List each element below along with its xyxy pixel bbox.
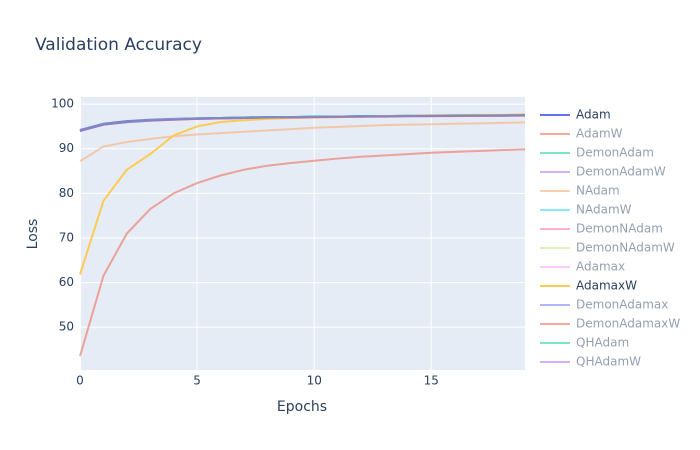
series-line [79, 148, 526, 357]
series-line [79, 121, 526, 163]
x-tick-label: 15 [424, 374, 439, 388]
legend: Adam AdamW DemonAdam DemonAdamW NAdam NAdamW D… [540, 108, 680, 369]
legend-item[interactable]: Adamax [540, 260, 625, 274]
y-tick-label: 50 [59, 320, 74, 334]
legend-label: QHAdam [576, 336, 629, 350]
plot-area [80, 97, 525, 370]
x-axis-label: Epochs [277, 399, 327, 415]
legend-label: DemonAdamax [576, 298, 668, 312]
legend-label: DemonNAdamW [576, 241, 675, 255]
legend-label: QHAdamW [576, 355, 641, 369]
legend-label: AdamaxW [576, 279, 637, 293]
legend-item[interactable]: NAdam [540, 184, 620, 198]
legend-label: NAdam [576, 184, 620, 198]
legend-item[interactable]: NAdamW [540, 203, 632, 217]
x-tick-label: 10 [307, 374, 322, 388]
legend-label: DemonAdamaxW [576, 317, 680, 331]
legend-item[interactable]: DemonNAdam [540, 222, 663, 236]
legend-item[interactable]: DemonAdam [540, 146, 654, 160]
legend-label: Adamax [576, 260, 625, 274]
legend-item[interactable]: AdamW [540, 127, 623, 141]
y-tick-label: 70 [59, 230, 74, 244]
legend-label: Adam [576, 108, 611, 122]
y-tick-label: 100 [51, 97, 74, 111]
legend-item[interactable]: DemonAdamaxW [540, 317, 680, 331]
series-line [79, 114, 525, 132]
legend-item[interactable]: Adam [540, 108, 611, 122]
legend-label: DemonAdam [576, 146, 654, 160]
y-tick-label: 90 [59, 141, 74, 155]
legend-label: AdamW [576, 127, 623, 141]
grid [79, 97, 525, 370]
legend-item[interactable]: DemonAdamax [540, 298, 668, 312]
chart-title: Validation Accuracy [35, 35, 202, 55]
y-axis-label: Loss [25, 219, 41, 250]
legend-label: DemonNAdam [576, 222, 663, 236]
legend-item[interactable]: QHAdamW [540, 355, 641, 369]
legend-label: DemonAdamW [576, 165, 666, 179]
lines [79, 113, 526, 357]
y-tick-label: 60 [59, 275, 74, 289]
legend-item[interactable]: DemonAdamW [540, 165, 666, 179]
x-tick-label: 0 [76, 374, 84, 388]
legend-item[interactable]: QHAdam [540, 336, 629, 350]
legend-label: NAdamW [576, 203, 632, 217]
legend-item[interactable]: AdamaxW [540, 279, 637, 293]
x-tick-label: 5 [193, 374, 201, 388]
y-tick-label: 80 [59, 186, 74, 200]
legend-item[interactable]: DemonNAdamW [540, 241, 675, 255]
